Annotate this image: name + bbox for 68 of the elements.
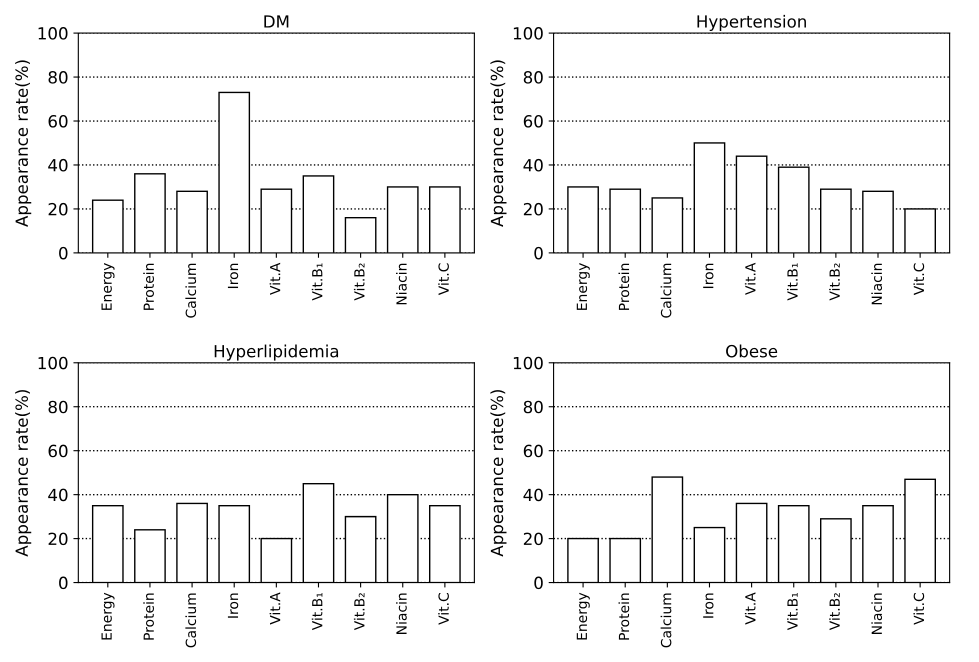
x-tick-label: Vit.B₂ [829,263,840,300]
x-tick-label: Vit.B₁ [787,593,798,630]
y-tick-label: 80 [524,400,543,414]
y-tick-label: 100 [514,27,543,40]
x-tick-label: Vit.A [744,262,756,295]
x-tick-label: Niacin [396,593,407,634]
y-tick-label: 40 [523,488,543,502]
chart-title: DM [264,15,288,28]
y-tick-label: 100 [38,356,68,370]
x-tick-label: Vit.A [270,262,280,295]
x-tick-label: Protein [618,593,630,640]
x-tick-label: Protein [143,264,154,310]
y-tick-label: 80 [48,400,68,414]
x-tick-label: Vit.B₁ [312,593,322,630]
x-tick-label: Iron [703,264,714,288]
x-tick-label: Vit.C [913,263,924,296]
x-tick-label: Energy [576,592,590,640]
x-tick-label: Calcium [185,593,196,648]
x-tick-label: Protein [143,593,154,640]
y-tick-label: 100 [514,356,543,370]
x-tick-label: Energy [102,263,115,310]
x-tick-label: Vit.C [913,593,924,625]
x-tick-label: Calcium [660,593,672,648]
x-tick-label: Vit.B₁ [312,263,322,300]
y-tick-label: 0 [534,576,543,590]
x-tick-label: Vit.A [744,592,756,625]
y-axis-title: Appearance rate(%) [490,60,506,227]
y-tick-label: 20 [48,532,68,546]
x-tick-label: Niacin [871,264,882,304]
y-tick-label: 20 [524,202,543,216]
x-tick-label: Energy [102,592,115,640]
y-tick-label: 0 [534,246,543,260]
x-tick-label: Vit.B₁ [787,263,798,300]
x-tick-label: Energy [576,263,590,310]
chart-title: Hyperlipidemia [214,344,338,361]
x-tick-label: Calcium [660,264,672,318]
y-tick-label: 0 [59,576,68,590]
chart-title: Obese [726,344,778,358]
x-tick-label: Calcium [185,264,196,318]
y-tick-label: 100 [38,27,68,40]
x-tick-label: Vit.C [438,263,449,296]
y-tick-label: 60 [524,444,543,458]
y-tick-label: 60 [48,114,68,128]
y-tick-label: 20 [524,532,543,546]
x-tick-label: Vit.C [438,593,449,625]
y-tick-label: 40 [48,158,68,172]
x-tick-label: Protein [618,264,630,310]
x-tick-label: Vit.A [270,592,280,625]
y-tick-label: 80 [524,71,543,84]
x-tick-label: Iron [703,593,714,618]
x-tick-label: Iron [228,264,238,288]
y-axis-title: Appearance rate(%) [15,390,32,557]
y-tick-label: 40 [48,488,68,502]
y-tick-label: 60 [48,444,68,458]
y-tick-label: 0 [59,246,68,260]
y-tick-label: 60 [524,114,543,128]
x-tick-label: Vit.B₂ [829,593,840,630]
y-tick-label: 80 [48,71,68,84]
y-axis-title: Appearance rate(%) [490,390,506,557]
x-tick-label: Niacin [396,264,407,304]
x-tick-label: Niacin [871,593,882,634]
x-tick-label: Iron [228,593,238,618]
y-tick-label: 20 [48,202,68,216]
x-tick-label: Vit.B₂ [354,263,364,300]
chart-title: Hypertension [697,14,806,32]
y-tick-label: 40 [523,158,543,172]
x-tick-label: Vit.B₂ [354,593,364,630]
y-axis-title: Appearance rate(%) [15,60,32,227]
